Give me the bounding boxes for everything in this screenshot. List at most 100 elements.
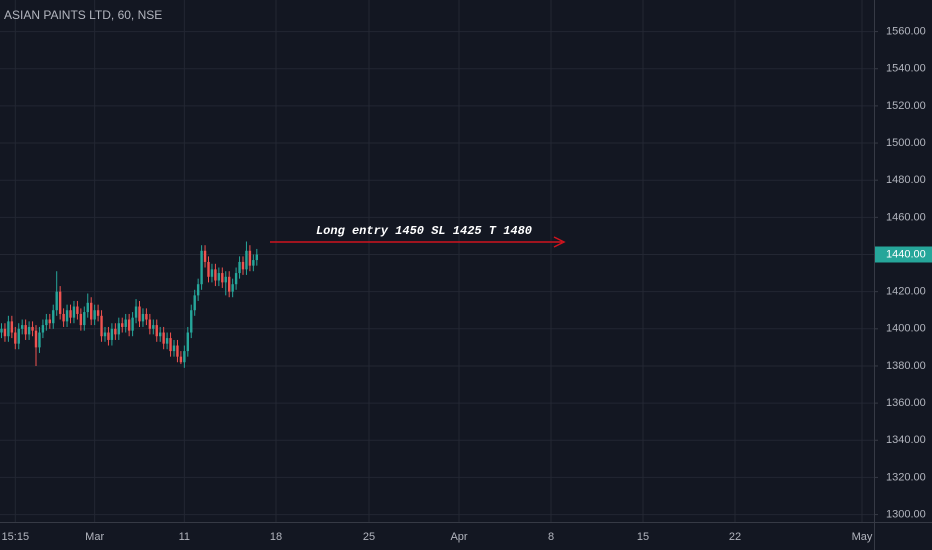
candle-body <box>183 351 186 363</box>
candle-body <box>248 250 252 266</box>
x-tick-label: 8 <box>548 531 554 543</box>
y-tick-label: 1480.00 <box>886 174 926 186</box>
grid <box>0 0 874 522</box>
candle-body <box>179 356 183 363</box>
x-tick-label: 15:15 <box>2 531 30 543</box>
y-tick-label: 1500.00 <box>886 137 926 149</box>
candle-body <box>62 313 65 322</box>
y-tick-label: 1560.00 <box>886 25 926 37</box>
candle-body <box>190 310 193 333</box>
plot <box>0 241 258 368</box>
candle-body <box>86 302 89 313</box>
y-tick-label: 1380.00 <box>886 360 926 372</box>
y-tick-label: 1300.00 <box>886 508 926 520</box>
last-price-box <box>875 246 932 263</box>
candle-body <box>0 328 3 333</box>
candle-body <box>24 325 27 335</box>
candle-body <box>155 325 158 337</box>
candle-body <box>93 310 96 320</box>
chart-title: ASIAN PAINTS LTD, 60, NSE <box>4 8 162 22</box>
candle-body <box>224 276 227 283</box>
candle-body <box>7 321 10 337</box>
candle-body <box>217 273 221 281</box>
candle-body <box>169 338 172 352</box>
candle-body <box>145 313 148 320</box>
candle-body <box>65 310 69 322</box>
candle-body <box>121 323 124 327</box>
candle-body <box>196 284 200 296</box>
y-tick-label: 1420.00 <box>886 286 926 298</box>
candle-body <box>31 326 34 331</box>
candle-body <box>52 310 55 324</box>
candle-body <box>141 313 145 322</box>
candle-body <box>83 312 86 326</box>
y-tick-label: 1360.00 <box>886 397 926 409</box>
candle-body <box>10 321 14 333</box>
candle-body <box>90 302 93 320</box>
candle-body <box>114 328 117 335</box>
candle-body <box>72 306 76 318</box>
candle-body <box>117 323 120 335</box>
x-tick-label: 18 <box>270 531 282 543</box>
candle-body <box>207 261 210 277</box>
candle-body <box>76 306 79 314</box>
candle-body <box>214 269 217 281</box>
candle-body <box>148 319 152 329</box>
candle-body <box>241 261 245 270</box>
candle-body <box>159 332 162 337</box>
y-tick-label: 1400.00 <box>886 323 926 335</box>
y-tick-label: 1340.00 <box>886 434 926 446</box>
candle-body <box>200 250 203 285</box>
y-tick-label: 1460.00 <box>886 211 926 223</box>
candle-body <box>69 310 72 318</box>
x-tick-label: Mar <box>85 531 104 543</box>
y-tick-label: 1540.00 <box>886 63 926 75</box>
candle-body <box>34 330 38 348</box>
candle-body <box>165 338 169 344</box>
y-tick-label: 1320.00 <box>886 471 926 483</box>
annotation-arrowhead <box>553 236 566 248</box>
candle-body <box>100 315 103 337</box>
candle-body <box>134 306 138 318</box>
candle-body <box>152 325 155 329</box>
candle-body <box>228 276 231 292</box>
candle-body <box>124 319 127 327</box>
candle-body <box>252 260 255 266</box>
x-tick-label: 22 <box>729 531 741 543</box>
candle-body <box>3 328 7 337</box>
candle-body <box>245 250 248 270</box>
x-tick-label: 15 <box>637 531 649 543</box>
candle-body <box>127 319 131 331</box>
candle-body <box>210 269 214 277</box>
candle-body <box>38 332 41 348</box>
candle-body <box>238 261 241 274</box>
candle-body <box>138 306 141 322</box>
y-tick-label: 1520.00 <box>886 100 926 112</box>
candle-body <box>172 345 176 352</box>
candle-body <box>55 291 58 311</box>
candle-body <box>221 273 224 283</box>
candle-body <box>79 313 83 326</box>
candle-body <box>14 332 17 344</box>
candle-body <box>48 319 51 324</box>
candle-body <box>41 325 45 333</box>
candle-body <box>103 332 107 337</box>
candle-body <box>58 291 62 314</box>
x-tick-label: 25 <box>363 531 375 543</box>
candle-body <box>45 319 48 326</box>
candle-body <box>107 332 110 340</box>
candle-body <box>234 273 238 285</box>
candle-body <box>255 254 258 261</box>
candle-body <box>186 332 189 352</box>
candle-body <box>176 345 179 357</box>
last-price-label: 1440.00 <box>886 248 926 260</box>
x-tick-label: May <box>852 531 873 543</box>
candle-body <box>193 295 196 311</box>
candle-body <box>96 310 100 316</box>
x-tick-label: Apr <box>450 531 467 543</box>
candle-body <box>27 326 31 335</box>
candle-body <box>21 325 24 329</box>
